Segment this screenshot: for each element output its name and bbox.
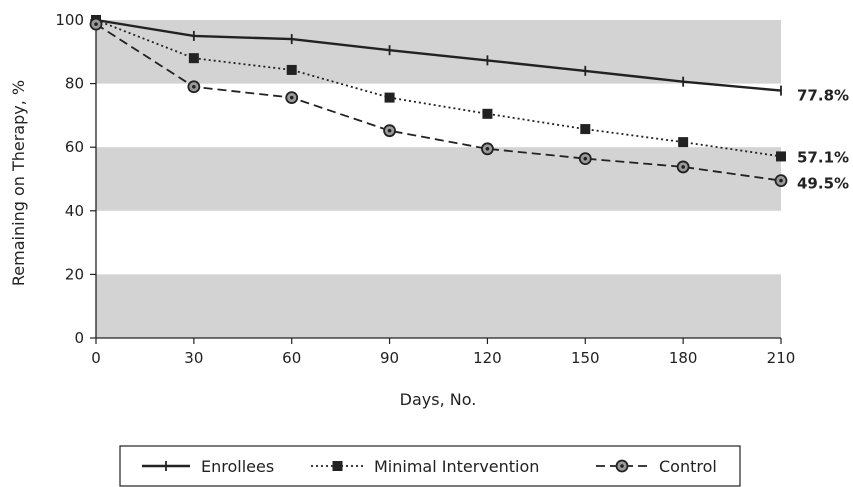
y-tick-label: 0: [74, 329, 84, 347]
data-point: [580, 124, 591, 135]
data-point: [89, 17, 103, 31]
data-point: [678, 137, 689, 148]
x-tick-label: 180: [669, 349, 698, 367]
marker-center: [192, 84, 196, 89]
y-tick-labels: 0 20 40 60 80 100: [55, 11, 96, 347]
marker-center: [583, 156, 588, 161]
data-point: [188, 53, 199, 64]
end-label: 77.8%: [797, 87, 849, 105]
data-point: [187, 80, 201, 94]
legend-marker: [332, 461, 343, 471]
legend-label: Minimal Intervention: [374, 457, 539, 476]
legend-marker: [615, 459, 629, 473]
series-line: [95, 23, 782, 182]
marker-center: [289, 95, 294, 100]
data-point: [285, 91, 299, 104]
x-tick-labels: 0 30 60 90 120 150 180 210: [91, 338, 795, 367]
grid-band: [96, 20, 781, 84]
x-tick-label: 0: [91, 349, 101, 367]
x-tick-label: 60: [282, 349, 301, 367]
background-bands: [96, 20, 781, 338]
x-tick-label: 120: [473, 349, 502, 367]
x-axis-label: Days, No.: [400, 390, 477, 409]
data-point: [774, 174, 788, 187]
legend-box: [119, 445, 741, 487]
data-point: [676, 160, 690, 174]
y-tick-label: 100: [55, 11, 84, 29]
end-labels: 77.8% 57.1% 49.5%: [797, 87, 849, 193]
marker-center: [387, 128, 392, 133]
legend-item: Control: [596, 457, 717, 476]
marker-center: [681, 165, 685, 169]
data-point: [578, 152, 592, 166]
data-point: [286, 64, 297, 75]
marker-center: [485, 146, 490, 151]
marker-center: [779, 178, 783, 183]
marker-center: [94, 22, 98, 26]
data-point: [482, 108, 493, 119]
end-label: 49.5%: [797, 175, 849, 193]
x-tick-label: 90: [380, 349, 399, 367]
series-line: [95, 19, 782, 158]
y-tick-label: 80: [65, 75, 84, 93]
x-tick-label: 150: [571, 349, 600, 367]
axes: [95, 20, 781, 339]
legend-item: Enrollees: [142, 457, 274, 476]
y-tick-label: 20: [65, 265, 84, 283]
data-point: [481, 142, 494, 156]
y-tick-label: 40: [65, 202, 84, 220]
end-label: 57.1%: [797, 148, 849, 166]
legend: Enrollees Minimal Intervention Control: [119, 445, 741, 487]
legend-label: Control: [659, 457, 717, 476]
series-line: [95, 18, 782, 92]
x-tick-label: 30: [184, 349, 203, 367]
marker-center: [620, 464, 624, 468]
series-control: [89, 17, 788, 187]
y-tick-label: 60: [65, 138, 84, 156]
legend-item: Minimal Intervention: [311, 457, 539, 476]
grid-band: [96, 274, 781, 338]
y-axis-label: Remaining on Therapy, %: [9, 80, 28, 286]
legend-label: Enrollees: [201, 457, 274, 476]
data-point: [384, 92, 395, 103]
grid-band: [96, 147, 781, 211]
x-tick-label: 210: [767, 349, 796, 367]
data-point: [383, 124, 396, 138]
data-point: [776, 151, 786, 162]
series-lines: [89, 15, 788, 187]
